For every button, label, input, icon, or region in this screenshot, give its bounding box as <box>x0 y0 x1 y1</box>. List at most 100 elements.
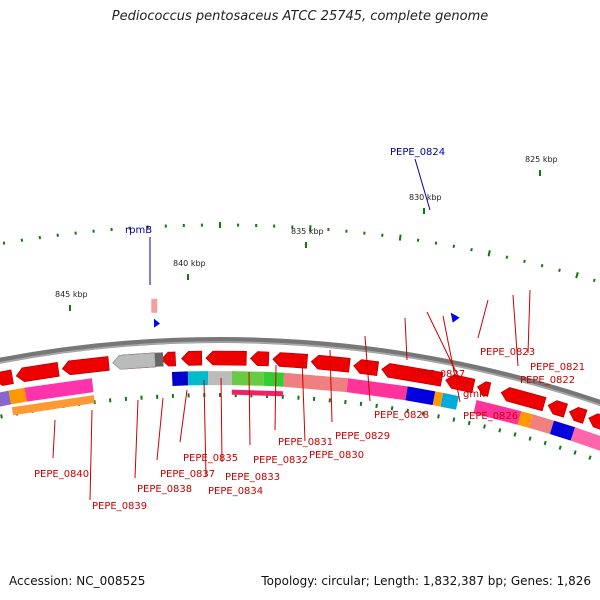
inner-scale-dot <box>437 414 440 419</box>
gene-label-gmk: gmk <box>463 389 485 400</box>
scale-tick-labels: 825 kbp 830 kbp 835 kbp 840 kbp 845 kbp <box>55 155 558 311</box>
gene-label-pepe-0840: PEPE_0840 <box>34 469 89 480</box>
scale-dot <box>363 231 366 235</box>
rpmB-feature-mark <box>151 298 158 313</box>
gene-label-pepe-0835: PEPE_0835 <box>183 453 238 464</box>
scale-dot <box>146 225 149 229</box>
colored-gene-block <box>231 389 284 397</box>
forward-gene-arrow <box>445 374 476 394</box>
scale-tick-label: 830 kbp <box>409 193 442 202</box>
scale-major-tick <box>187 274 189 280</box>
inner-scale-dot <box>513 432 517 437</box>
feature-label-rpmb: rpmB <box>125 225 152 236</box>
scale-major-tick <box>423 208 425 214</box>
inner-scale-dot <box>390 406 394 411</box>
forward-gene-arrow <box>547 400 568 418</box>
colored-gene-block <box>283 372 349 393</box>
forward-gene-arrow <box>249 351 270 367</box>
inner-scale-dot <box>140 395 143 400</box>
scale-dot <box>200 223 203 227</box>
colored-gene-block <box>473 400 522 425</box>
forward-gene-arrow <box>181 350 203 366</box>
colored-gene-block <box>187 371 209 386</box>
inner-scale-dot <box>344 399 347 405</box>
scale-dot <box>237 223 240 227</box>
inner-scale-dot <box>187 393 190 398</box>
inner-scale-dot <box>0 414 3 419</box>
feature-leader-line <box>414 158 431 211</box>
scale-tick-label: 845 kbp <box>55 290 88 299</box>
scale-dot <box>398 234 402 241</box>
feature-label-pepe-0824: PEPE_0824 <box>390 147 445 158</box>
leader-line <box>364 335 371 402</box>
colored-gene-block <box>517 411 533 428</box>
colored-gene-block <box>549 420 576 441</box>
scale-dot <box>575 272 579 279</box>
scale-dot <box>291 225 294 229</box>
inner-scale-dot <box>171 393 174 399</box>
scale-dot <box>128 226 131 230</box>
scale-dot <box>56 233 59 237</box>
scale-dot <box>309 225 312 232</box>
inner-scale-dot <box>543 440 547 446</box>
inner-scale-dot <box>328 398 331 403</box>
inner-scale-dot <box>406 408 409 413</box>
inner-scale-dot <box>359 401 363 407</box>
leader-line <box>274 364 277 431</box>
scale-dot <box>487 250 491 257</box>
scale-dot <box>20 238 24 242</box>
scale-dot <box>523 259 526 263</box>
gene-label-pepe-0823: PEPE_0823 <box>480 347 535 358</box>
scale-tick-label: 825 kbp <box>525 155 558 164</box>
accession-text: Accession: NC_008525 <box>9 574 146 588</box>
colored-gene-block <box>11 395 95 416</box>
inner-scale-dot <box>312 396 316 401</box>
leader-line <box>89 409 93 501</box>
pepe0824-arrow-icon <box>450 312 460 323</box>
gene-label-pepe-0828: PEPE_0828 <box>374 410 429 421</box>
map-title: Pediococcus pentosaceus ATCC 25745, comp… <box>111 9 489 24</box>
gene-label-pepe-0834: PEPE_0834 <box>208 486 263 497</box>
scale-dot <box>592 278 596 283</box>
leader-line <box>248 371 251 446</box>
scale-dot <box>182 223 185 228</box>
leader-line <box>203 379 207 478</box>
scale-dot <box>345 229 348 233</box>
scale-dot <box>74 231 77 235</box>
leader-line <box>512 294 519 367</box>
leader-line <box>404 317 408 361</box>
gene-label-pepe-0837: PEPE_0837 <box>160 469 215 480</box>
leader-line <box>52 419 56 459</box>
colored-gene-block <box>263 371 285 387</box>
colored-gene-block <box>346 378 408 401</box>
scale-major-tick <box>539 170 541 176</box>
scale-dot <box>273 224 276 228</box>
colored-gene-block <box>570 427 600 451</box>
leader-line <box>220 377 223 463</box>
gene-label-pepe-0832: PEPE_0832 <box>253 455 308 466</box>
scale-dot <box>38 235 41 240</box>
grey-gene-arrow <box>112 352 156 370</box>
gene-label-pepe-0829: PEPE_0829 <box>335 431 390 442</box>
gene-labels: PEPE_0840 PEPE_0839 PEPE_0838 PEPE_0837 PEPE… <box>34 147 585 512</box>
scale-dot <box>505 255 509 259</box>
label-leader-lines <box>52 158 531 501</box>
forward-gene-arrow <box>476 381 492 397</box>
scale-dot <box>110 227 113 232</box>
rpmB-arrow-icon <box>154 318 161 328</box>
leader-line <box>477 299 489 339</box>
forward-gene-arrow <box>381 363 444 387</box>
grey-gene-block <box>154 352 164 367</box>
forward-gene-arrow <box>0 369 14 386</box>
colored-gene-block <box>405 386 436 406</box>
colored-gene-block <box>8 387 27 405</box>
scale-dot <box>92 229 95 233</box>
inner-scale-dot <box>297 395 300 400</box>
gene-label-pepe-0831: PEPE_0831 <box>278 437 333 448</box>
gene-label-pepe-0826: PEPE_0826 <box>463 411 518 422</box>
inner-scale-dot <box>421 411 425 416</box>
scale-dot <box>381 233 384 237</box>
scale-dot <box>2 241 6 245</box>
